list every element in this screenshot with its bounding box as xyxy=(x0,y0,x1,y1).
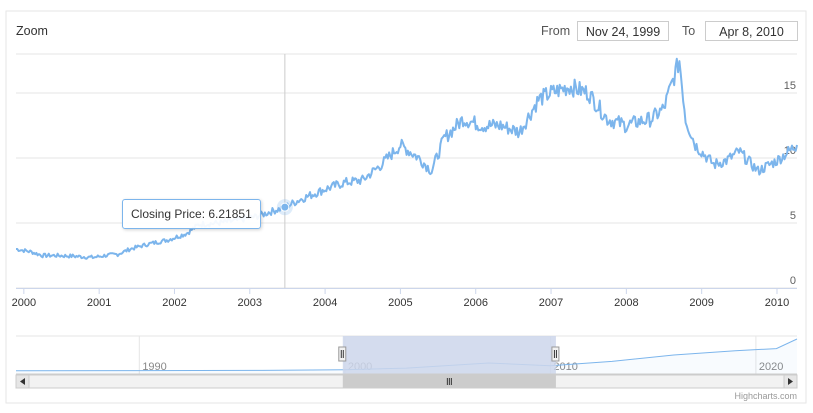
y-tick-label: 5 xyxy=(790,210,796,222)
from-date-input[interactable]: Nov 24, 1999 xyxy=(577,21,669,41)
x-tick-label: 2010 xyxy=(765,297,789,309)
y-tick-label: 0 xyxy=(790,275,796,287)
navigator-tick-label: 2020 xyxy=(759,361,783,373)
navigator-handle-body xyxy=(338,346,347,362)
x-tick-label: 2005 xyxy=(388,297,412,309)
navigator-handle-right[interactable] xyxy=(551,346,560,362)
x-tick-label: 2009 xyxy=(689,297,713,309)
from-label: From xyxy=(541,24,571,38)
zoom-label: Zoom xyxy=(16,24,48,38)
x-tick-label: 2007 xyxy=(539,297,563,309)
navigator-handle-body xyxy=(551,346,560,362)
chart-border xyxy=(5,10,807,404)
to-date-input[interactable]: Apr 8, 2010 xyxy=(705,21,798,41)
x-tick-label: 2000 xyxy=(12,297,36,309)
arrow-left-icon xyxy=(20,378,25,385)
series-line-closing-price xyxy=(16,57,798,260)
x-tick-label: 2006 xyxy=(463,297,487,309)
arrow-right-icon xyxy=(788,378,793,385)
to-label: To xyxy=(682,24,696,38)
hover-point xyxy=(280,202,290,212)
navigator-tick-label: 1990 xyxy=(142,361,166,373)
navigator-selected-mask xyxy=(342,336,556,374)
credits-label[interactable]: Highcharts.com xyxy=(734,391,797,401)
x-tick-label: 2002 xyxy=(162,297,186,309)
x-tick-label: 2004 xyxy=(313,297,337,309)
y-tick-label: 15 xyxy=(784,80,796,92)
navigator-handle-left[interactable] xyxy=(338,346,347,362)
x-tick-label: 2001 xyxy=(87,297,111,309)
tooltip: Closing Price: 6.21851 xyxy=(122,199,261,229)
x-tick-label: 2008 xyxy=(614,297,638,309)
x-tick-label: 2003 xyxy=(238,297,262,309)
navigator-area xyxy=(16,339,797,374)
